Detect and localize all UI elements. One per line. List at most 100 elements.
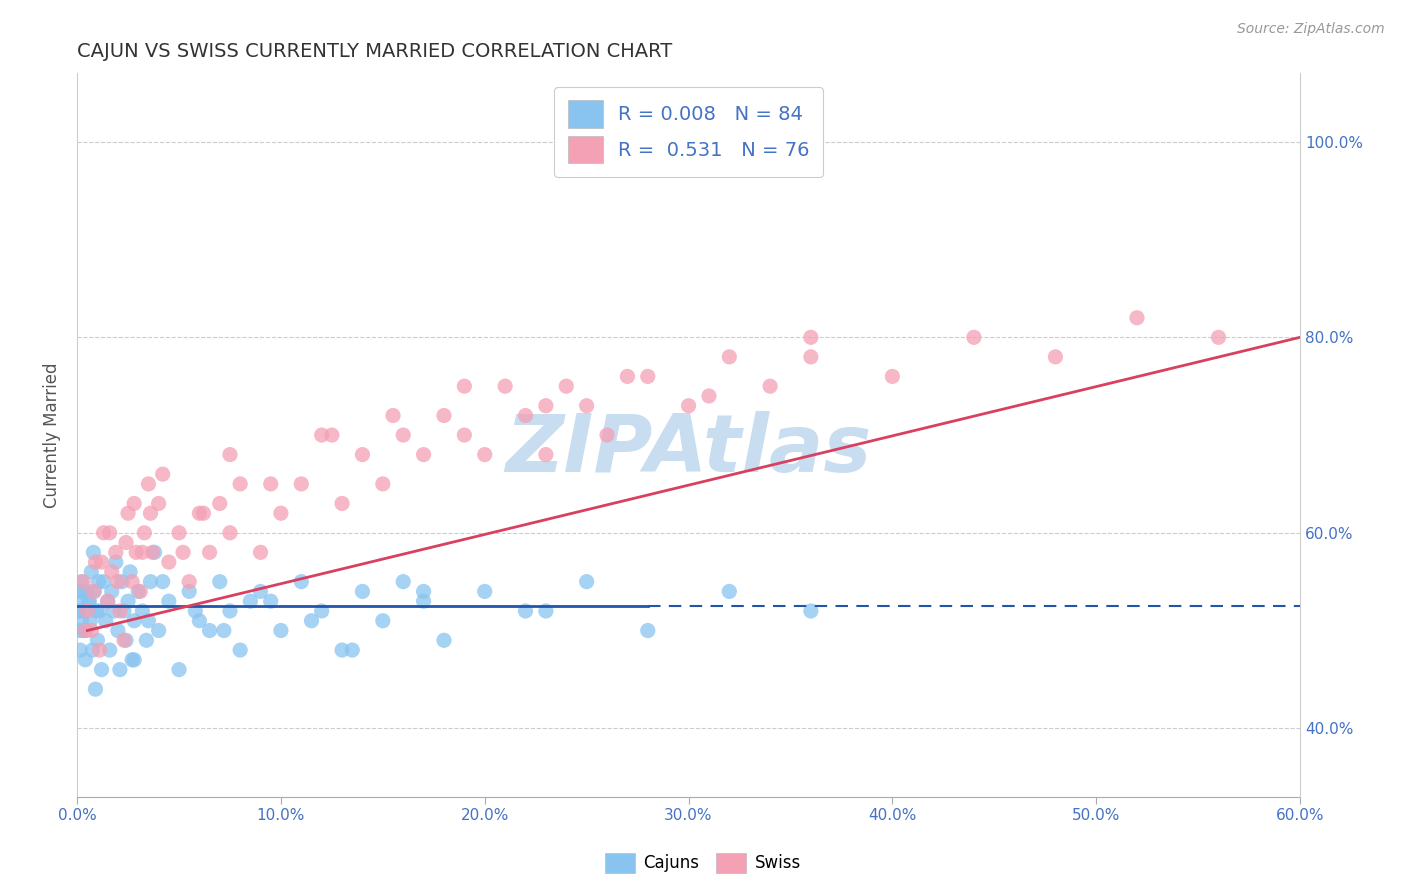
Point <box>69 643 91 657</box>
Point <box>249 584 271 599</box>
Point <box>1045 350 1067 364</box>
Point <box>290 574 312 589</box>
Point <box>575 399 598 413</box>
Point <box>70 614 93 628</box>
Point <box>193 506 215 520</box>
Point <box>697 389 720 403</box>
Point <box>69 624 91 638</box>
Point <box>342 643 364 657</box>
Point <box>82 643 104 657</box>
Point <box>392 428 415 442</box>
Point <box>152 467 174 482</box>
Text: Source: ZipAtlas.com: Source: ZipAtlas.com <box>1237 22 1385 37</box>
Point <box>260 477 283 491</box>
Point <box>321 428 343 442</box>
Point <box>129 584 152 599</box>
Point <box>69 594 91 608</box>
Point <box>83 584 105 599</box>
Point <box>86 633 108 648</box>
Point <box>125 545 148 559</box>
Point <box>184 604 207 618</box>
Point <box>515 604 537 618</box>
Point <box>311 428 333 442</box>
Point <box>87 574 110 589</box>
Point <box>77 594 100 608</box>
Point <box>534 399 557 413</box>
Point <box>219 525 242 540</box>
Point <box>800 330 823 344</box>
Point <box>534 604 557 618</box>
Point <box>270 624 292 638</box>
Point <box>759 379 782 393</box>
Legend: Cajuns, Swiss: Cajuns, Swiss <box>599 847 807 880</box>
Point <box>352 448 374 462</box>
Point <box>131 604 153 618</box>
Point <box>179 574 201 589</box>
Point <box>270 506 292 520</box>
Point <box>93 525 115 540</box>
Point <box>1126 310 1149 325</box>
Point <box>152 574 174 589</box>
Point <box>229 477 252 491</box>
Point <box>157 594 180 608</box>
Point <box>371 477 394 491</box>
Point <box>412 584 434 599</box>
Point <box>330 496 353 510</box>
Point <box>72 584 94 599</box>
Point <box>107 574 129 589</box>
Point <box>453 428 475 442</box>
Point <box>219 448 242 462</box>
Point <box>963 330 986 344</box>
Point <box>82 584 104 599</box>
Point <box>104 555 127 569</box>
Point <box>98 525 121 540</box>
Point <box>212 624 235 638</box>
Point <box>433 409 456 423</box>
Point <box>198 624 221 638</box>
Point <box>800 604 823 618</box>
Point <box>80 565 103 579</box>
Point <box>678 399 700 413</box>
Point <box>107 624 129 638</box>
Point <box>67 584 90 599</box>
Point <box>139 506 162 520</box>
Point <box>515 409 537 423</box>
Point <box>718 584 741 599</box>
Point <box>637 369 659 384</box>
Point <box>311 604 333 618</box>
Point <box>301 614 323 628</box>
Point <box>72 574 94 589</box>
Point <box>75 653 97 667</box>
Point <box>127 584 149 599</box>
Point <box>131 545 153 559</box>
Point <box>121 574 143 589</box>
Point <box>412 594 434 608</box>
Point <box>89 643 111 657</box>
Point <box>120 565 142 579</box>
Y-axis label: Currently Married: Currently Married <box>44 362 60 508</box>
Point <box>90 555 112 569</box>
Point <box>330 643 353 657</box>
Point <box>143 545 166 559</box>
Point <box>84 555 107 569</box>
Point <box>97 594 120 608</box>
Point <box>80 624 103 638</box>
Point <box>67 604 90 618</box>
Point <box>122 653 145 667</box>
Point <box>208 496 231 510</box>
Point <box>86 604 108 618</box>
Point <box>117 506 139 520</box>
Point <box>596 428 619 442</box>
Point <box>637 624 659 638</box>
Point <box>103 604 125 618</box>
Point <box>108 604 131 618</box>
Point <box>112 633 135 648</box>
Point <box>94 614 117 628</box>
Point <box>179 584 201 599</box>
Point <box>534 448 557 462</box>
Point <box>121 653 143 667</box>
Point <box>188 506 211 520</box>
Point <box>157 555 180 569</box>
Point <box>76 604 98 618</box>
Point <box>75 624 97 638</box>
